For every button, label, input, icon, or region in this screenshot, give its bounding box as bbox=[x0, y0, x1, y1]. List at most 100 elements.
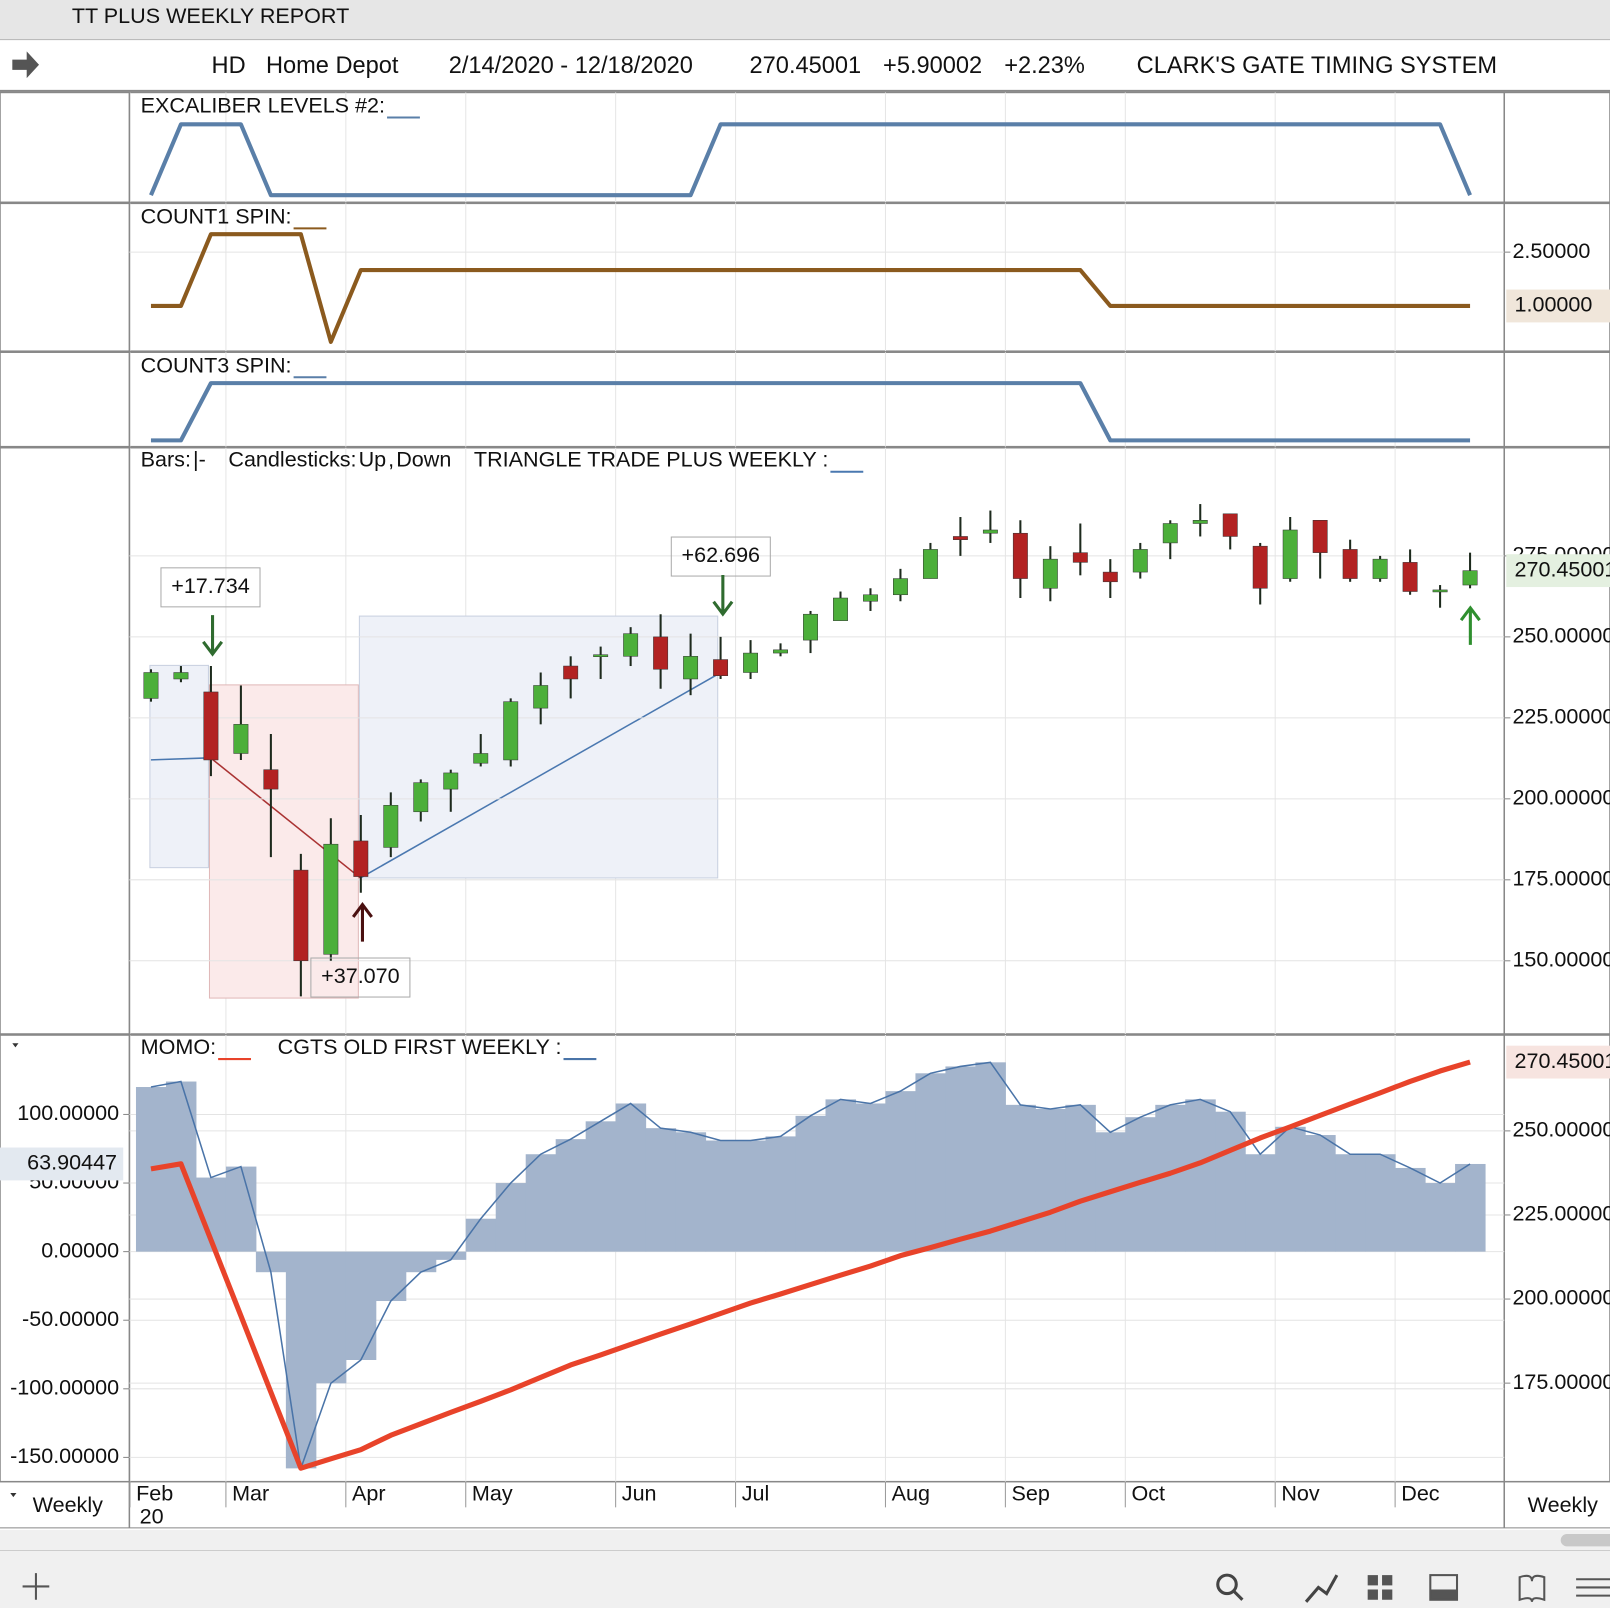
grid-button[interactable] bbox=[1367, 1589, 1378, 1600]
x-tick-label: Jul bbox=[742, 1481, 770, 1506]
histogram-bar bbox=[675, 1132, 707, 1252]
candle-body bbox=[443, 772, 459, 790]
x-tick-label: Dec bbox=[1401, 1481, 1440, 1506]
collapse-toggle[interactable] bbox=[10, 1492, 17, 1498]
candle-body bbox=[773, 649, 788, 654]
panel-title: COUNT1 SPIN: bbox=[141, 203, 292, 228]
candle-body bbox=[893, 578, 908, 596]
candle-body bbox=[922, 549, 938, 579]
search-button[interactable] bbox=[1216, 1573, 1238, 1596]
candle-body bbox=[203, 691, 219, 761]
grid-button[interactable] bbox=[1367, 1575, 1378, 1586]
x-tick-label: Mar bbox=[232, 1481, 269, 1506]
candle-body bbox=[1222, 513, 1238, 537]
candle-body bbox=[1372, 558, 1388, 579]
y-tick-label: 0.00000 bbox=[41, 1237, 119, 1262]
legend-item: Candlesticks: bbox=[228, 447, 356, 472]
legend-item: Down bbox=[396, 447, 451, 472]
histogram-bar bbox=[615, 1103, 647, 1252]
add-button[interactable] bbox=[22, 1573, 50, 1600]
panel-border bbox=[0, 1034, 1610, 1483]
candle-body bbox=[863, 594, 878, 602]
candle-body bbox=[1282, 529, 1298, 579]
histogram-bar bbox=[1245, 1154, 1276, 1252]
value-box bbox=[0, 1147, 124, 1181]
histogram-bar bbox=[285, 1251, 317, 1469]
chart-button[interactable] bbox=[1304, 1574, 1339, 1603]
candle-body bbox=[353, 840, 369, 877]
annotation-box bbox=[310, 957, 411, 998]
symbol: HD bbox=[212, 53, 246, 79]
legend-item: TRIANGLE TRADE PLUS WEEKLY : bbox=[474, 447, 828, 472]
last-value-label: 270.45001 bbox=[1515, 556, 1610, 581]
histogram-bar bbox=[1185, 1099, 1216, 1252]
menu-button[interactable] bbox=[1576, 1578, 1610, 1597]
toolbar bbox=[0, 1529, 1610, 1608]
series-line bbox=[150, 232, 1471, 344]
last-value-label: 270.45001 bbox=[1515, 1048, 1610, 1073]
signal-arrow bbox=[1459, 605, 1481, 645]
candle-body bbox=[503, 701, 519, 761]
histogram-bar bbox=[1065, 1104, 1096, 1252]
histogram-bar bbox=[1395, 1167, 1426, 1252]
last-value-label: 63.90447 bbox=[27, 1150, 117, 1175]
collapse-toggle[interactable] bbox=[12, 1043, 19, 1048]
x-tick-label: Jun bbox=[622, 1481, 657, 1506]
candle-body bbox=[1402, 562, 1418, 592]
histogram-bar bbox=[495, 1183, 527, 1252]
panel-button[interactable] bbox=[1430, 1589, 1458, 1600]
candle-body bbox=[473, 753, 489, 764]
y-tick-label: 2.50000 bbox=[1512, 238, 1590, 263]
histogram-bar bbox=[1455, 1163, 1486, 1252]
legend-item: CGTS OLD FIRST WEEKLY : bbox=[278, 1034, 562, 1059]
legend-item: Bars: bbox=[141, 447, 191, 472]
x-tick-label: Aug bbox=[892, 1481, 930, 1506]
panel-button[interactable] bbox=[1429, 1574, 1459, 1601]
histogram-bar bbox=[1335, 1154, 1366, 1252]
histogram-bar bbox=[1035, 1108, 1066, 1252]
candle-body bbox=[743, 652, 758, 673]
candle-body bbox=[803, 613, 818, 641]
histogram-bar bbox=[975, 1062, 1006, 1252]
scrollbar[interactable] bbox=[1560, 1534, 1610, 1547]
annotation: +17.734 bbox=[171, 573, 250, 598]
arrow-button[interactable] bbox=[12, 51, 40, 79]
histogram-bar bbox=[525, 1154, 557, 1252]
candle-body bbox=[1462, 570, 1478, 586]
histogram-bar bbox=[585, 1121, 617, 1252]
y-tick-label: 250.00000 bbox=[1512, 1117, 1610, 1142]
candle-body bbox=[323, 843, 339, 955]
histogram-bar bbox=[645, 1128, 677, 1252]
value-box bbox=[1506, 289, 1610, 323]
triangle-box bbox=[149, 664, 209, 869]
book-button[interactable] bbox=[1518, 1574, 1546, 1602]
candle-body bbox=[143, 672, 159, 699]
candle-body bbox=[1132, 549, 1148, 573]
price: 270.45001 bbox=[750, 53, 862, 79]
y-tick-label: -150.00000 bbox=[10, 1443, 119, 1468]
histogram-bar bbox=[735, 1140, 767, 1252]
panel-title: COUNT3 SPIN: bbox=[141, 352, 292, 377]
candle-body bbox=[1012, 532, 1028, 579]
candle-body bbox=[533, 685, 549, 709]
grid-button[interactable] bbox=[1382, 1575, 1393, 1586]
candle-body bbox=[263, 769, 279, 790]
y-tick-label: 175.00000 bbox=[1512, 1369, 1610, 1394]
system-name: CLARK'S GATE TIMING SYSTEM bbox=[1137, 53, 1497, 79]
value-box bbox=[1506, 554, 1610, 588]
candle-body bbox=[1072, 552, 1088, 563]
last-value-label: 1.00000 bbox=[1515, 292, 1593, 317]
histogram-bar bbox=[1215, 1111, 1246, 1252]
grid-button[interactable] bbox=[1382, 1589, 1393, 1600]
histogram-bar bbox=[1425, 1183, 1456, 1252]
signal-arrow bbox=[202, 615, 224, 657]
candle-body bbox=[982, 529, 998, 534]
x-year-label: 20 bbox=[140, 1503, 164, 1528]
y-tick-label: 225.00000 bbox=[1512, 1201, 1610, 1226]
legend-item: , bbox=[388, 447, 394, 472]
candle-body bbox=[1432, 589, 1448, 593]
annotation-box bbox=[670, 536, 771, 577]
histogram-bar bbox=[315, 1251, 347, 1384]
legend-item: |- bbox=[193, 447, 206, 472]
search-button[interactable] bbox=[1233, 1590, 1244, 1601]
